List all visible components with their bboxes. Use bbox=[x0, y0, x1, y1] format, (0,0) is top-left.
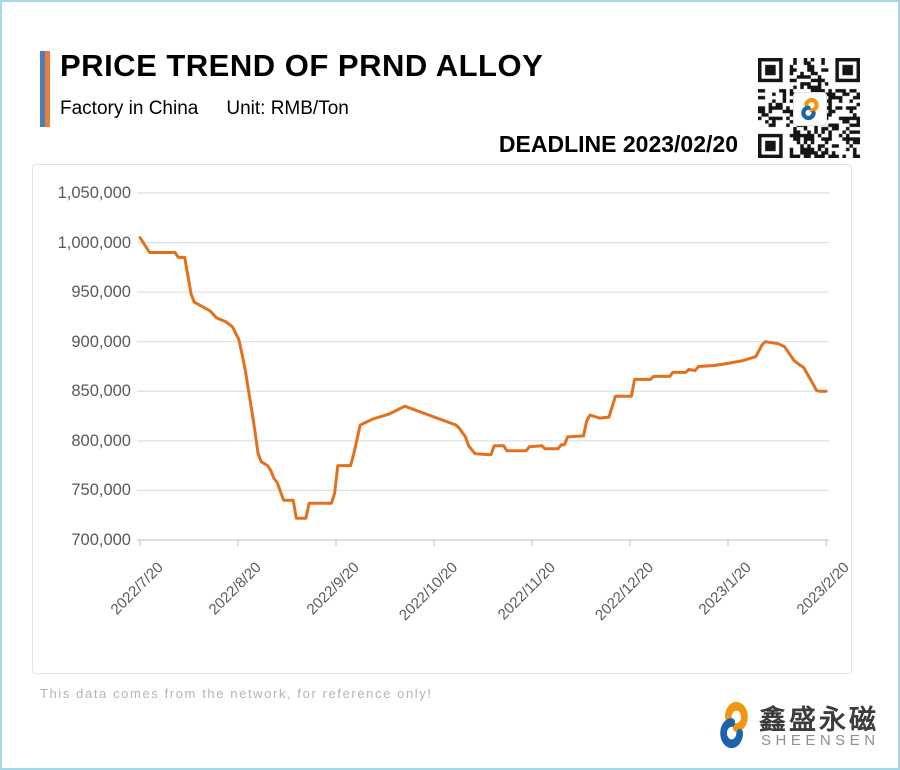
subtitle-factory: Factory in China bbox=[60, 98, 199, 119]
sheensen-s-icon bbox=[798, 97, 822, 121]
sheensen-s-icon bbox=[715, 700, 753, 750]
y-axis-label: 850,000 bbox=[71, 382, 131, 400]
y-axis-label: 900,000 bbox=[71, 333, 131, 351]
y-axis-label: 800,000 bbox=[71, 432, 131, 450]
brand-name-cn: 鑫盛永磁 bbox=[759, 705, 879, 736]
y-axis-label: 1,000,000 bbox=[57, 234, 131, 252]
brand-name-en: SHEENSEN bbox=[761, 732, 880, 749]
brand-logo: 鑫盛永磁 SHEENSEN bbox=[715, 696, 876, 756]
y-axis-label: 700,000 bbox=[71, 531, 131, 549]
subtitle-unit: Unit: RMB/Ton bbox=[226, 98, 349, 119]
chart-canvas bbox=[137, 192, 829, 546]
price-chart: 1,050,000 1,000,000 950,000 900,000 850,000 8… bbox=[32, 164, 853, 674]
qr-code bbox=[758, 58, 860, 158]
y-axis-label: 1,050,000 bbox=[57, 184, 131, 202]
title-accent-bar bbox=[40, 51, 50, 127]
disclaimer-text: This data comes from the network, for re… bbox=[40, 686, 433, 701]
qr-center-logo bbox=[793, 92, 827, 126]
page-subtitle: Factory in China Unit: RMB/Ton bbox=[60, 98, 349, 120]
price-line bbox=[138, 236, 828, 520]
y-axis-label: 750,000 bbox=[71, 481, 131, 499]
deadline-text: DEADLINE 2023/02/20 bbox=[498, 131, 738, 157]
page-title: PRICE TREND OF PRND ALLOY bbox=[60, 48, 544, 83]
y-axis-label: 950,000 bbox=[71, 283, 131, 301]
